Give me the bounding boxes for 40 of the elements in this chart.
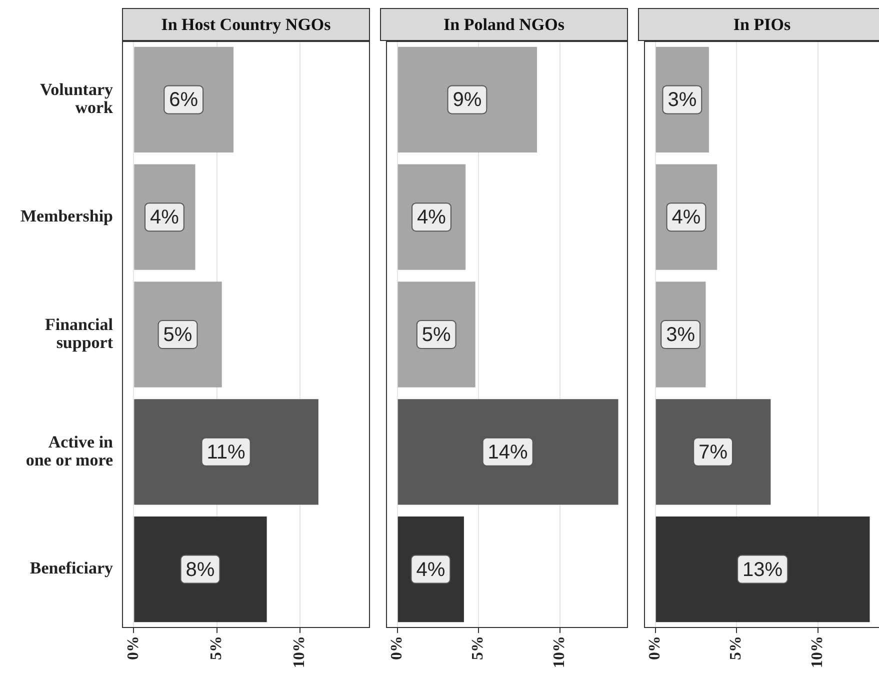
data-label: 7% bbox=[698, 441, 728, 464]
bar bbox=[134, 399, 318, 505]
chart-title: In Host Country NGOs bbox=[122, 8, 370, 41]
y-tick-label: Financial support bbox=[44, 314, 114, 352]
bar bbox=[134, 516, 267, 622]
x-tick-label: 10% bbox=[291, 636, 308, 668]
data-label: 3% bbox=[668, 89, 697, 112]
data-label: 4% bbox=[417, 206, 446, 229]
y-tick-label: Beneficiary bbox=[30, 558, 114, 578]
x-tick-label: 0% bbox=[646, 636, 664, 660]
data-label: 14% bbox=[488, 441, 528, 464]
data-label: 13% bbox=[742, 558, 783, 581]
data-label: 5% bbox=[163, 324, 192, 346]
bar bbox=[134, 282, 222, 388]
chart-title: In PIOs bbox=[638, 8, 879, 41]
x-tick-label: 10% bbox=[808, 636, 826, 668]
bar bbox=[656, 516, 870, 622]
y-tick-label: Voluntary work bbox=[40, 80, 114, 118]
x-tick-label: 5% bbox=[208, 636, 226, 660]
bar bbox=[398, 46, 538, 153]
bar bbox=[134, 46, 234, 153]
data-label: 4% bbox=[150, 206, 180, 229]
x-tick-label: 5% bbox=[470, 636, 487, 660]
x-tick-label: 10% bbox=[550, 636, 568, 668]
y-tick-label: Active in one or more bbox=[26, 432, 114, 470]
y-tick-label: Membership bbox=[20, 206, 113, 226]
data-label: 8% bbox=[186, 558, 215, 581]
data-label: 4% bbox=[672, 206, 701, 229]
data-label: 3% bbox=[666, 324, 696, 346]
data-label: 6% bbox=[169, 89, 198, 112]
x-tick-label: 5% bbox=[728, 636, 745, 660]
data-label: 5% bbox=[422, 324, 452, 346]
data-label: 9% bbox=[452, 89, 482, 112]
data-label: 11% bbox=[206, 441, 246, 464]
chart-title: In Poland NGOs bbox=[380, 8, 628, 41]
x-tick-label: 0% bbox=[388, 636, 406, 660]
bar bbox=[656, 399, 771, 505]
bar bbox=[398, 399, 618, 505]
x-tick-label: 0% bbox=[124, 636, 142, 660]
data-label: 4% bbox=[416, 558, 446, 581]
